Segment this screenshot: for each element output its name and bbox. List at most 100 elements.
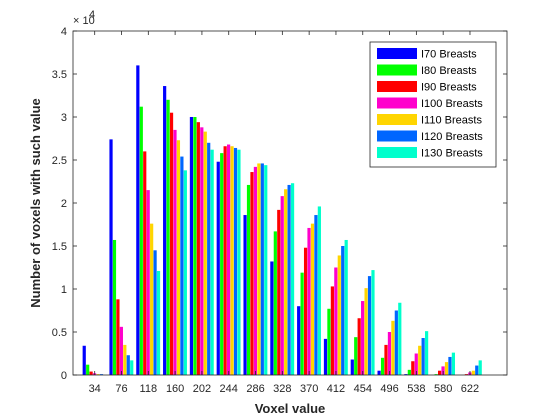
- bar-i100-breasts-244: [227, 144, 231, 375]
- bar-i120-breasts-370: [314, 215, 318, 375]
- x-tick-label: 160: [166, 383, 184, 395]
- bar-i110-breasts-538: [418, 345, 422, 375]
- x-tick-label: 454: [354, 383, 372, 395]
- bar-i130-breasts-118: [156, 270, 161, 375]
- y-tick-label: 0: [61, 370, 67, 382]
- x-tick-label: 34: [89, 383, 101, 395]
- y-exponent-base: × 10: [73, 15, 95, 27]
- legend-swatch: [377, 114, 417, 125]
- y-tick-label: 4: [61, 26, 67, 38]
- x-tick-label: 580: [434, 383, 452, 395]
- x-tick-label: 76: [115, 383, 127, 395]
- bar-i70-breasts-538: [404, 374, 408, 375]
- x-tick-label: 244: [220, 383, 238, 395]
- legend-label: I90 Breasts: [421, 82, 477, 94]
- y-tick-label: 1: [61, 284, 67, 296]
- bar-i80-breasts-454: [354, 337, 358, 375]
- bar-i120-breasts-118: [153, 250, 157, 375]
- bar-i120-breasts-244: [233, 147, 238, 375]
- legend-swatch: [377, 147, 417, 158]
- bar-i130-breasts-244: [237, 149, 241, 375]
- bar-i110-breasts-580: [444, 362, 449, 375]
- bar-i120-breasts-328: [287, 184, 291, 375]
- legend-swatch: [377, 64, 417, 76]
- bar-i120-breasts-34: [99, 374, 104, 375]
- bar-i80-breasts-286: [246, 184, 251, 375]
- legend-label: I70 Breasts: [421, 49, 477, 61]
- legend-swatch: [377, 130, 417, 142]
- bars-group: [82, 65, 482, 376]
- bar-i100-breasts-328: [280, 196, 284, 375]
- y-tick-label: 1.5: [52, 241, 67, 253]
- bar-i90-breasts-622: [464, 374, 469, 375]
- bar-i110-breasts-244: [230, 146, 234, 375]
- bar-i100-breasts-538: [414, 353, 418, 375]
- bar-i90-breasts-538: [411, 361, 415, 375]
- bar-i130-breasts-328: [290, 183, 295, 375]
- x-tick-label: 538: [407, 383, 425, 395]
- bar-i120-breasts-76: [126, 355, 130, 375]
- bar-i100-breasts-412: [334, 267, 338, 375]
- bar-i120-breasts-496: [394, 310, 398, 375]
- y-exponent-power: 4: [89, 9, 95, 21]
- bar-i100-breasts-76: [119, 326, 123, 375]
- bar-i90-breasts-496: [384, 344, 388, 375]
- bar-i80-breasts-328: [273, 231, 277, 375]
- bar-i80-breasts-76: [112, 239, 117, 375]
- bar-i110-breasts-328: [284, 189, 288, 375]
- bar-i130-breasts-454: [371, 270, 375, 375]
- bar-i90-breasts-118: [143, 151, 147, 375]
- bar-i100-breasts-160: [173, 129, 177, 375]
- bar-i80-breasts-496: [380, 357, 385, 375]
- bar-i110-breasts-622: [471, 370, 475, 375]
- bar-i90-breasts-412: [330, 286, 334, 375]
- bar-i80-breasts-538: [407, 369, 411, 375]
- bar-i90-breasts-286: [250, 172, 254, 375]
- bar-i130-breasts-370: [317, 206, 321, 375]
- bar-i70-breasts-496: [377, 370, 381, 375]
- bar-i80-breasts-370: [300, 272, 304, 375]
- bar-i110-breasts-496: [391, 320, 395, 375]
- bar-i70-breasts-328: [270, 261, 274, 375]
- legend-label: I120 Breasts: [421, 131, 483, 143]
- bar-i70-breasts-244: [216, 161, 220, 375]
- bar-i80-breasts-244: [220, 153, 224, 375]
- legend-label: I100 Breasts: [421, 98, 483, 110]
- bar-i100-breasts-286: [253, 166, 258, 375]
- bar-i80-breasts-580: [434, 374, 438, 375]
- legend-label: I110 Breasts: [421, 115, 482, 127]
- bar-i120-breasts-622: [475, 365, 479, 375]
- legend-label: I80 Breasts: [421, 65, 477, 77]
- bar-i110-breasts-118: [150, 223, 154, 375]
- x-axis-ticks: 34 76 118 160 202 244 286 328 370 412 454 496 538 580…: [89, 31, 479, 395]
- bar-i120-breasts-538: [421, 338, 425, 375]
- bar-i90-breasts-202: [196, 122, 200, 375]
- bar-i120-breasts-286: [260, 163, 264, 375]
- bar-i110-breasts-370: [310, 223, 315, 375]
- y-tick-label: 2: [61, 198, 67, 210]
- bar-i130-breasts-580: [451, 352, 455, 375]
- legend: I70 Breasts I80 Breasts I90 Breasts I100 Br…: [369, 41, 497, 168]
- bar-i70-breasts-118: [136, 65, 140, 376]
- x-tick-label: 202: [193, 383, 211, 395]
- y-tick-label: 2.5: [52, 155, 67, 167]
- bar-i130-breasts-538: [425, 331, 429, 375]
- bar-i80-breasts-118: [139, 106, 143, 376]
- bar-i100-breasts-496: [387, 332, 392, 375]
- bar-i120-breasts-412: [341, 246, 345, 375]
- y-axis-label: Number of voxels with such value: [28, 98, 43, 308]
- y-tick-label: 0.5: [52, 327, 67, 339]
- bar-i110-breasts-76: [123, 344, 127, 375]
- bar-i100-breasts-118: [146, 190, 150, 375]
- bar-i100-breasts-454: [361, 301, 365, 375]
- bar-i90-breasts-160: [169, 112, 174, 375]
- bar-i70-breasts-454: [350, 359, 354, 375]
- legend-swatch: [377, 81, 417, 92]
- bar-i80-breasts-202: [193, 117, 197, 375]
- x-tick-label: 496: [380, 383, 398, 395]
- bar-i130-breasts-160: [183, 170, 187, 375]
- bar-i90-breasts-34: [89, 371, 93, 375]
- bar-i70-breasts-76: [109, 139, 113, 375]
- bar-i100-breasts-370: [307, 227, 311, 375]
